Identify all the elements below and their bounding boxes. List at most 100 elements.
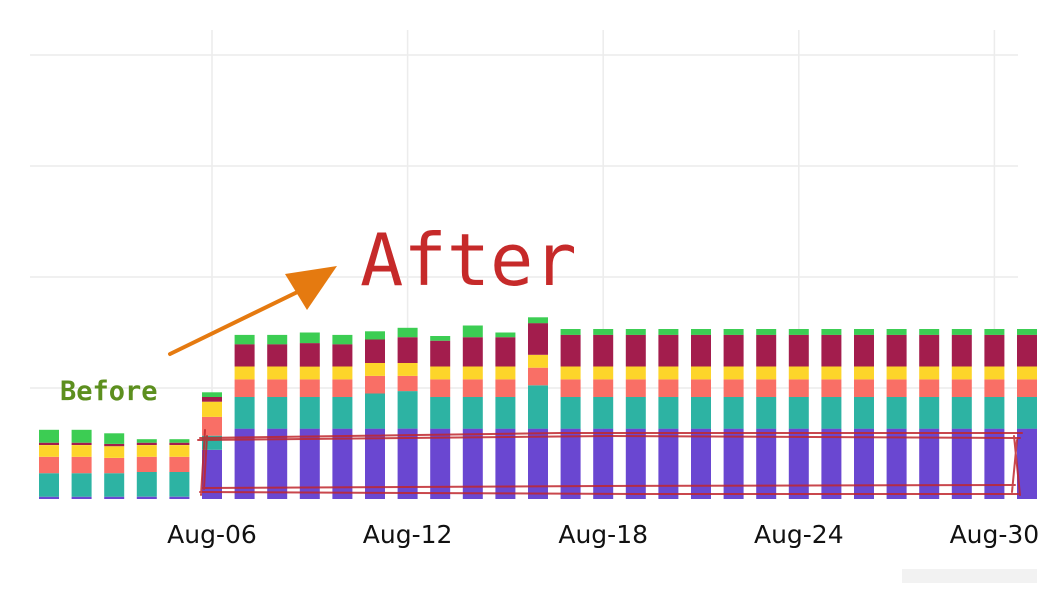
bar-segment-series-2 — [821, 397, 842, 429]
bar-stack-aug-12 — [397, 327, 418, 499]
bar-stack-aug-07 — [234, 334, 255, 499]
bar-segment-series-1 — [593, 428, 614, 499]
bar-segment-series-4 — [397, 363, 418, 376]
bar-segment-series-4 — [821, 366, 842, 380]
bar-segment-series-6 — [71, 429, 92, 443]
bar-segment-series-3 — [104, 458, 125, 474]
bar-segment-series-1 — [495, 428, 516, 499]
bar-segment-series-1 — [430, 428, 451, 499]
bar-stack-aug-23 — [756, 329, 777, 499]
bar-segment-series-3 — [332, 379, 353, 397]
bar-segment-series-1 — [234, 428, 255, 499]
bar-segment-series-3 — [169, 456, 190, 472]
bar-segment-series-5 — [625, 334, 646, 367]
bar-segment-series-6 — [723, 329, 744, 335]
bar-segment-series-2 — [462, 397, 483, 429]
bar-segment-series-4 — [169, 445, 190, 457]
bar-segment-series-1 — [136, 496, 157, 499]
bar-segment-series-1 — [1017, 428, 1037, 499]
bar-segment-series-4 — [691, 366, 711, 380]
bar-segment-series-6 — [397, 327, 418, 338]
bar-segment-series-5 — [560, 334, 581, 367]
bar-stack-aug-25 — [821, 329, 842, 499]
bar-segment-series-1 — [528, 428, 548, 499]
bar-segment-series-5 — [462, 337, 483, 367]
bar-stack-aug-11 — [365, 331, 385, 499]
bar-segment-series-1 — [691, 428, 711, 499]
annotation-arrow-head — [285, 266, 337, 310]
bar-stack-aug-13 — [430, 336, 451, 499]
bar-segment-series-5 — [919, 334, 940, 367]
bar-segment-series-2 — [788, 397, 809, 429]
bar-segment-series-5 — [234, 344, 255, 367]
bar-segment-series-3 — [39, 456, 59, 474]
bar-segment-series-6 — [234, 334, 255, 345]
bar-segment-series-1 — [821, 428, 842, 499]
bar-segment-series-1 — [397, 428, 418, 499]
bar-segment-series-4 — [593, 366, 614, 380]
bar-segment-series-1 — [71, 496, 92, 499]
bar-segment-series-6 — [821, 329, 842, 335]
bar-segment-series-5 — [299, 343, 320, 367]
bar-segment-series-5 — [951, 334, 972, 367]
bar-segment-series-6 — [169, 439, 190, 443]
bar-segment-series-1 — [267, 428, 288, 499]
bar-segment-series-3 — [267, 379, 288, 397]
bar-segment-series-3 — [299, 379, 320, 397]
bar-segment-series-3 — [788, 379, 809, 397]
bar-segment-series-4 — [267, 366, 288, 380]
bar-segment-series-2 — [365, 393, 385, 429]
bar-segment-series-1 — [104, 496, 125, 499]
bar-segment-series-1 — [723, 428, 744, 499]
bar-segment-series-5 — [430, 340, 451, 367]
x-tick-label: Aug-12 — [363, 520, 453, 549]
bar-segment-series-4 — [788, 366, 809, 380]
x-tick-label: Aug-24 — [754, 520, 844, 549]
bar-segment-series-4 — [430, 366, 451, 380]
bar-segment-series-6 — [202, 392, 222, 397]
bar-segment-series-2 — [104, 473, 125, 497]
bar-stack-aug-20 — [658, 329, 679, 499]
bar-segment-series-2 — [332, 397, 353, 429]
bar-segment-series-6 — [495, 332, 516, 338]
bar-stack-aug-14 — [462, 325, 483, 499]
bar-segment-series-4 — [984, 366, 1005, 380]
x-tick-label: Aug-06 — [167, 520, 257, 549]
bar-segment-series-2 — [1017, 397, 1037, 429]
bar-segment-series-4 — [299, 366, 320, 380]
bar-stack-aug-26 — [854, 329, 874, 499]
bar-segment-series-2 — [756, 397, 777, 429]
bar-segment-series-3 — [625, 379, 646, 397]
bar-segment-series-2 — [886, 397, 907, 429]
bar-segment-series-3 — [365, 375, 385, 394]
bar-segment-series-4 — [104, 446, 125, 458]
bar-segment-series-4 — [528, 354, 548, 368]
bar-stack-aug-31 — [1017, 329, 1037, 499]
bar-stack-aug-17 — [560, 329, 581, 499]
bar-segment-series-6 — [658, 329, 679, 335]
bar-segment-series-5 — [788, 334, 809, 367]
bar-segment-series-5 — [71, 442, 92, 445]
bar-segment-series-4 — [71, 445, 92, 457]
bar-stack-aug-09 — [299, 332, 320, 499]
bar-segment-series-3 — [234, 379, 255, 397]
annotation-before-label: Before — [60, 376, 158, 407]
bar-stack-aug-28 — [919, 329, 940, 499]
bar-segment-series-5 — [495, 337, 516, 367]
bar-stack-aug-10 — [332, 334, 353, 499]
bar-stack-aug-05 — [169, 439, 190, 499]
bar-segment-series-6 — [984, 329, 1005, 335]
bar-stack-aug-01 — [39, 429, 59, 499]
bar-segment-series-3 — [821, 379, 842, 397]
bar-segment-series-3 — [691, 379, 711, 397]
bar-segment-series-5 — [886, 334, 907, 367]
bar-segment-series-6 — [332, 334, 353, 345]
bar-segment-series-6 — [528, 317, 548, 324]
bar-segment-series-2 — [593, 397, 614, 429]
bar-segment-series-2 — [723, 397, 744, 429]
bar-segment-series-4 — [886, 366, 907, 380]
bar-segment-series-1 — [984, 428, 1005, 499]
bar-segment-series-3 — [528, 367, 548, 386]
bar-segment-series-6 — [886, 329, 907, 335]
